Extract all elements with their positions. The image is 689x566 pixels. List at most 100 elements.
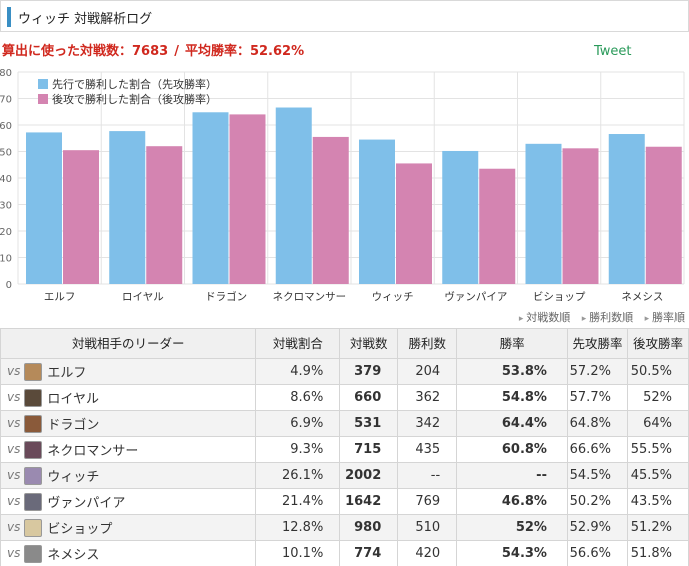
wins-cell: -- bbox=[397, 462, 458, 489]
leader-avatar bbox=[24, 440, 43, 459]
category-label: ロイヤル bbox=[122, 291, 164, 303]
header-winrate[interactable]: 勝率 bbox=[456, 328, 568, 359]
leader-avatar bbox=[24, 544, 43, 563]
tweet-button[interactable]: Tweet bbox=[594, 44, 632, 59]
second-winrate-bar bbox=[312, 136, 349, 284]
first-winrate-bar bbox=[275, 107, 312, 284]
wins-cell: 769 bbox=[397, 488, 458, 515]
games-cell: 660 bbox=[339, 384, 399, 411]
header-share[interactable]: 対戦割合 bbox=[255, 328, 341, 359]
winrate-cell: -- bbox=[456, 462, 568, 489]
share-cell: 9.3% bbox=[255, 436, 341, 463]
leader-name: エルフ bbox=[47, 366, 87, 381]
table-row: vs ネメシス 10.1% 774 420 54.3% 56.6% 51.8% bbox=[0, 540, 689, 566]
leader-name: ウィッチ bbox=[47, 470, 100, 485]
legend-entry: 後攻で勝利した割合（後攻勝率） bbox=[52, 92, 217, 106]
second-rate-cell: 52% bbox=[626, 384, 689, 411]
matchup-table: 対戦相手のリーダー 対戦割合 対戦数 勝利数 勝率 先攻勝率 後攻勝率 vs エル… bbox=[0, 328, 689, 566]
y-tick-label: 40 bbox=[0, 174, 12, 185]
y-tick-label: 0 bbox=[6, 280, 12, 291]
wins-cell: 510 bbox=[397, 514, 458, 541]
leader-name: ネクロマンサー bbox=[47, 444, 139, 459]
games-cell: 1642 bbox=[339, 488, 399, 515]
vs-label: vs bbox=[7, 390, 21, 404]
title-accent-bar bbox=[7, 7, 11, 27]
games-cell: 980 bbox=[339, 514, 399, 541]
y-tick-label: 30 bbox=[0, 201, 12, 212]
leader-cell: vs エルフ bbox=[0, 358, 257, 385]
wins-cell: 204 bbox=[397, 358, 458, 385]
first-winrate-bar bbox=[192, 112, 229, 284]
first-rate-cell: 57.7% bbox=[566, 384, 628, 411]
wins-cell: 362 bbox=[397, 384, 458, 411]
vs-label: vs bbox=[7, 416, 21, 430]
leader-avatar bbox=[24, 414, 43, 433]
y-tick-label: 70 bbox=[0, 95, 12, 106]
winrate-cell: 46.8% bbox=[456, 488, 568, 515]
second-rate-cell: 45.5% bbox=[626, 462, 689, 489]
leader-cell: vs ネメシス bbox=[0, 540, 257, 566]
second-rate-cell: 43.5% bbox=[626, 488, 689, 515]
table-row: vs ドラゴン 6.9% 531 342 64.4% 64.8% 64% bbox=[0, 410, 689, 437]
legend-swatch bbox=[38, 79, 48, 89]
leader-name: ヴァンパイア bbox=[47, 496, 126, 511]
y-tick-label: 10 bbox=[0, 254, 12, 265]
legend-swatch bbox=[38, 94, 48, 104]
leader-cell: vs ウィッチ bbox=[0, 462, 257, 489]
wins-cell: 435 bbox=[397, 436, 458, 463]
header-leader[interactable]: 対戦相手のリーダー bbox=[0, 328, 257, 359]
share-cell: 4.9% bbox=[255, 358, 341, 385]
leader-avatar bbox=[24, 492, 43, 511]
table-row: vs ビショップ 12.8% 980 510 52% 52.9% 51.2% bbox=[0, 514, 689, 541]
leader-name: ビショップ bbox=[47, 522, 113, 537]
y-tick-label: 20 bbox=[0, 227, 12, 238]
vs-label: vs bbox=[7, 364, 21, 378]
avg-winrate-value: 52.62% bbox=[249, 44, 305, 59]
second-rate-cell: 55.5% bbox=[626, 436, 689, 463]
table-row: vs ロイヤル 8.6% 660 362 54.8% 57.7% 52% bbox=[0, 384, 689, 411]
winrate-cell: 54.8% bbox=[456, 384, 568, 411]
first-rate-cell: 50.2% bbox=[566, 488, 628, 515]
header-first-rate[interactable]: 先攻勝率 bbox=[566, 328, 628, 359]
games-cell: 379 bbox=[339, 358, 399, 385]
sort-by-games-link[interactable]: 対戦数順 bbox=[519, 311, 570, 324]
games-cell: 2002 bbox=[339, 462, 399, 489]
header-wins[interactable]: 勝利数 bbox=[397, 328, 458, 359]
share-cell: 12.8% bbox=[255, 514, 341, 541]
wins-cell: 342 bbox=[397, 410, 458, 437]
games-cell: 531 bbox=[339, 410, 399, 437]
avg-winrate-label: 平均勝率： bbox=[184, 44, 250, 59]
share-cell: 21.4% bbox=[255, 488, 341, 515]
first-rate-cell: 66.6% bbox=[566, 436, 628, 463]
header-second-rate[interactable]: 後攻勝率 bbox=[626, 328, 689, 359]
first-rate-cell: 54.5% bbox=[566, 462, 628, 489]
first-winrate-bar bbox=[608, 134, 645, 284]
second-rate-cell: 51.2% bbox=[626, 514, 689, 541]
games-label: 算出に使った対戦数： bbox=[2, 44, 133, 59]
leader-name: ドラゴン bbox=[47, 418, 100, 433]
first-winrate-bar bbox=[109, 131, 146, 284]
legend-entry: 先行で勝利した割合（先攻勝率） bbox=[52, 77, 217, 91]
header-games[interactable]: 対戦数 bbox=[339, 328, 399, 359]
category-label: ビショップ bbox=[533, 291, 586, 303]
sort-by-rate-link[interactable]: 勝率順 bbox=[645, 311, 685, 324]
table-row: vs エルフ 4.9% 379 204 53.8% 57.2% 50.5% bbox=[0, 358, 689, 385]
category-label: ウィッチ bbox=[372, 291, 414, 303]
share-cell: 26.1% bbox=[255, 462, 341, 489]
games-value: 7683 bbox=[132, 44, 169, 59]
leader-name: ネメシス bbox=[47, 548, 100, 563]
table-header-row: 対戦相手のリーダー 対戦割合 対戦数 勝利数 勝率 先攻勝率 後攻勝率 bbox=[0, 328, 689, 359]
vs-label: vs bbox=[7, 442, 21, 456]
leader-avatar bbox=[24, 362, 43, 381]
sort-options: 対戦数順 勝利数順 勝率順 bbox=[511, 309, 685, 325]
second-winrate-bar bbox=[645, 146, 682, 284]
winrate-bar-chart: 0 10 20 30 40 50 60 70 80 エルフ ロイヤル ドラゴン ネクロマンサー ウィッチ ヴ… bbox=[0, 68, 685, 303]
first-winrate-bar bbox=[26, 132, 62, 284]
second-winrate-bar bbox=[229, 114, 266, 285]
leader-avatar bbox=[24, 466, 43, 485]
page-title: ウィッチ 対戦解析ログ bbox=[18, 12, 153, 27]
y-tick-label: 60 bbox=[0, 121, 12, 132]
category-label: ドラゴン bbox=[205, 290, 247, 303]
first-rate-cell: 52.9% bbox=[566, 514, 628, 541]
sort-by-wins-link[interactable]: 勝利数順 bbox=[582, 311, 633, 324]
